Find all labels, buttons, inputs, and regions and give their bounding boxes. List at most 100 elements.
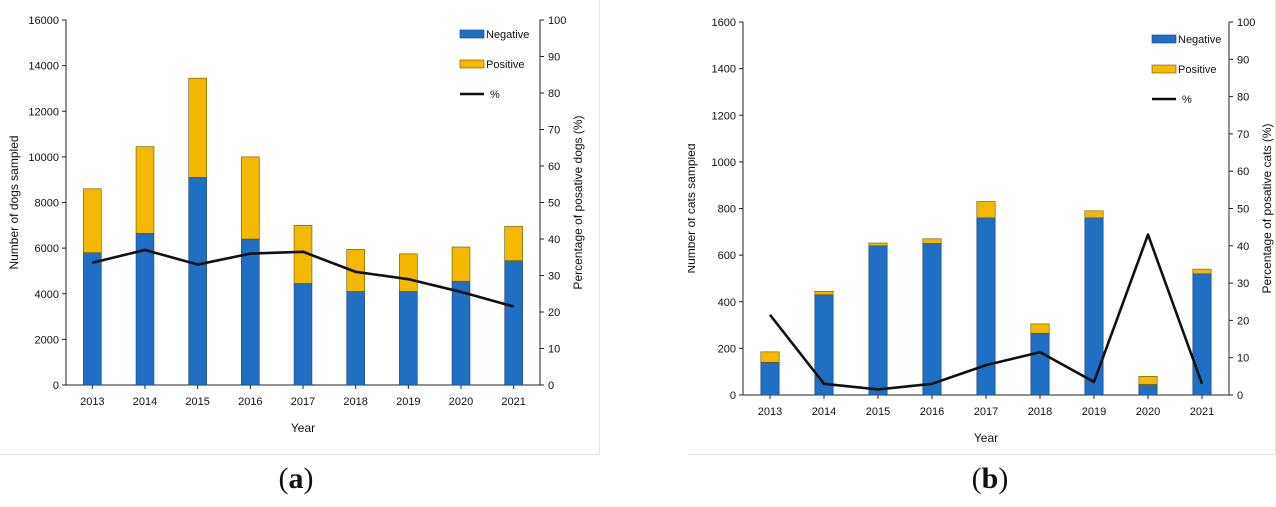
chart-b-right-tick-label: 90: [1237, 54, 1249, 66]
chart-b-right-tick-label: 70: [1237, 129, 1249, 141]
chart-b-right-tick-label: 20: [1237, 315, 1249, 327]
chart-a-x-tick-label: 2021: [501, 396, 525, 408]
chart-a-right-tick-label: 90: [548, 52, 560, 64]
caption-b: (b): [930, 462, 1050, 496]
chart-b-bar-negative: [922, 243, 942, 396]
chart-b-bar-positive: [1138, 376, 1158, 385]
chart-b-bar-positive: [814, 290, 834, 296]
chart-a-bar-positive: [135, 146, 155, 234]
chart-b-left-tick-label: 1600: [712, 17, 736, 29]
chart-b-bar-positive: [760, 351, 780, 363]
chart-a-bar-negative: [83, 252, 102, 386]
chart-a-left-tick-label: 12000: [28, 106, 59, 118]
chart-b-x-tick-label: 2021: [1190, 406, 1214, 418]
chart-b-x-tick-label: 2020: [1136, 406, 1160, 418]
chart-a-left-tick-label: 4000: [35, 289, 59, 301]
chart-b-bar-positive: [1030, 323, 1050, 334]
chart-a-legend-negative-label: Negative: [486, 29, 529, 41]
chart-a-left-tick-label: 0: [53, 380, 59, 392]
chart-a-x-tick-label: 2019: [396, 396, 420, 408]
chart-b-x-tick-label: 2016: [920, 406, 944, 418]
chart-b-bar-positive: [976, 201, 996, 219]
chart-a-legend-percent-label: %: [490, 89, 500, 101]
chart-a-bar-positive: [399, 253, 418, 292]
chart-a-y2-axis-label: Percentage of posative dogs (%): [571, 115, 585, 289]
chart-a-right-tick-label: 10: [548, 344, 560, 356]
chart-a-x-tick-label: 2015: [185, 396, 209, 408]
chart-a-left-tick-label: 16000: [28, 15, 59, 27]
chart-a-bar-positive: [188, 77, 207, 178]
chart-a-bar-negative: [293, 283, 313, 386]
chart-b-legend-positive-swatch: [1151, 64, 1177, 74]
chart-b-x-tick-label: 2013: [758, 406, 782, 418]
caption-a-letter: a: [288, 462, 304, 495]
chart-b-legend-negative-swatch: [1151, 34, 1177, 44]
chart-a-x-axis-label: Year: [291, 421, 315, 435]
chart-b-legend-percent-label: %: [1182, 94, 1192, 106]
chart-b-bar-negative: [760, 362, 780, 396]
chart-a-left-tick-label: 2000: [35, 334, 59, 346]
chart-b-bar-negative: [868, 245, 888, 396]
chart-a-left-tick-label: 8000: [35, 198, 59, 210]
chart-a-right-tick-label: 100: [548, 15, 566, 27]
caption-a-close: ): [303, 462, 314, 495]
chart-a-bar-negative: [135, 232, 155, 386]
chart-b-left-tick-label: 400: [718, 297, 736, 309]
chart-a-bar-negative: [399, 291, 418, 386]
chart-a-legend-positive-swatch: [459, 59, 485, 69]
chart-b-left-tick-label: 1400: [712, 64, 736, 76]
chart-b-legend-positive-label: Positive: [1178, 64, 1217, 76]
chart-b-left-tick-label: 800: [718, 204, 736, 216]
chart-a-left-tick-label: 10000: [28, 152, 59, 164]
chart-a-svg: 0 2000 4000 6000 8000 10000 12000 14000 16000 0 10…: [7, 15, 585, 435]
panel-a-frame: [0, 0, 600, 455]
chart-b-left-tick-label: 200: [718, 343, 736, 355]
chart-b-left-tick-label: 1000: [712, 157, 736, 169]
chart-b-x-tick-label: 2017: [974, 406, 998, 418]
chart-a-bar-negative: [241, 238, 260, 386]
chart-b-right-tick-label: 10: [1237, 353, 1249, 365]
caption-b-close: ): [998, 462, 1009, 495]
chart-b-percent-line: [768, 233, 1204, 391]
chart-a-right-tick-label: 40: [548, 234, 560, 246]
chart-b-bar-positive: [1084, 210, 1104, 219]
chart-a-bar-negative: [451, 280, 471, 386]
chart-b-right-tick-label: 0: [1237, 390, 1243, 402]
chart-a-x-tick-label: 2014: [133, 396, 157, 408]
caption-a-open: (: [278, 462, 289, 495]
chart-panel-a: 0 2000 4000 6000 8000 10000 12000 14000 16000 0 10…: [0, 0, 600, 455]
chart-a-right-tick-label: 30: [548, 271, 560, 283]
chart-a-x-tick-label: 2020: [449, 396, 473, 408]
chart-b-bar-negative: [1084, 217, 1104, 396]
chart-a-x-tick-label: 2018: [343, 396, 367, 408]
chart-b-x-axis-label: Year: [974, 431, 998, 445]
chart-a-x-tick-label: 2017: [291, 396, 315, 408]
chart-a-bar-negative: [346, 291, 365, 386]
chart-a-bar-positive: [83, 188, 102, 253]
chart-b-right-tick-label: 30: [1237, 278, 1249, 290]
chart-b-bar-negative: [1138, 384, 1158, 396]
chart-b-left-tick-label: 1200: [712, 110, 736, 122]
chart-b-bar-negative: [1192, 273, 1212, 396]
caption-a: (a): [236, 462, 356, 496]
chart-b-right-tick-label: 50: [1237, 204, 1249, 216]
chart-b-y-axis-label: Number of cats sampled: [688, 143, 698, 273]
chart-panel-b: 0 200 400 600 800 1000 1200 1400 1600 0 10 20 30 40 50…: [688, 0, 1276, 455]
chart-b-bar-positive: [868, 242, 888, 247]
chart-b-right-tick-label: 80: [1237, 92, 1249, 104]
chart-a-bar-positive: [451, 246, 471, 282]
chart-a-right-tick-label: 60: [548, 161, 560, 173]
chart-b-bar-negative: [814, 294, 834, 396]
chart-b-x-tick-label: 2014: [812, 406, 836, 418]
chart-b-svg: 0 200 400 600 800 1000 1200 1400 1600 0 10 20 30 40 50…: [688, 17, 1274, 445]
chart-a-right-tick-label: 20: [548, 307, 560, 319]
chart-b-x-tick-label: 2019: [1082, 406, 1106, 418]
chart-a-x-tick-label: 2013: [80, 396, 104, 408]
chart-a-bar-positive: [346, 248, 365, 292]
chart-b-bar-positive: [922, 238, 942, 244]
chart-b-x-tick-label: 2015: [866, 406, 890, 418]
chart-b-right-tick-label: 100: [1237, 17, 1255, 29]
chart-a-x-tick-label: 2016: [238, 396, 262, 408]
chart-b-legend-negative-label: Negative: [1178, 34, 1221, 46]
chart-a-right-tick-label: 70: [548, 125, 560, 137]
